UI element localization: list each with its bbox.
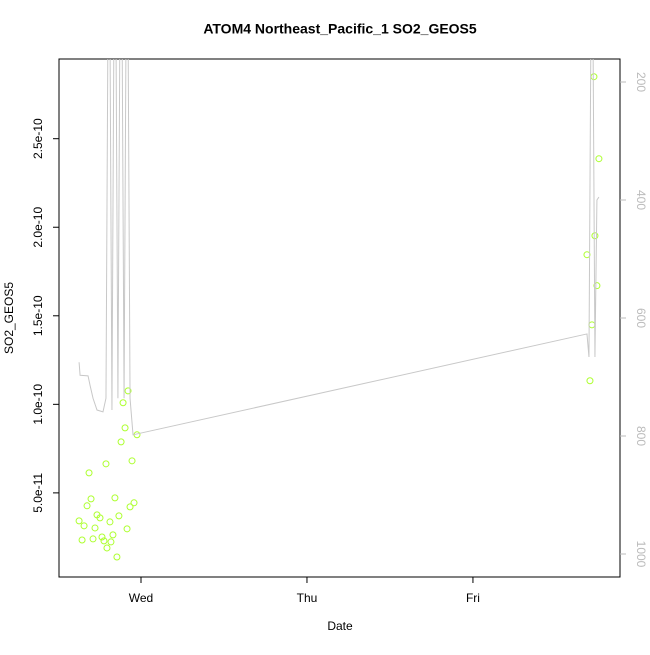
y-tick-label: 2.5e-10 bbox=[31, 118, 45, 159]
point bbox=[117, 438, 125, 446]
y2-tick-label: 200 bbox=[634, 72, 648, 92]
point bbox=[590, 73, 598, 81]
y2-tick-label: 1000 bbox=[634, 541, 648, 568]
point bbox=[588, 321, 596, 329]
point bbox=[128, 457, 136, 465]
point bbox=[85, 469, 93, 477]
point bbox=[91, 524, 99, 532]
point bbox=[100, 537, 108, 545]
point bbox=[102, 460, 110, 468]
y2-tick-label: 800 bbox=[634, 426, 648, 446]
y2-tick-label: 600 bbox=[634, 308, 648, 328]
point bbox=[80, 522, 88, 530]
point bbox=[121, 424, 129, 432]
plot-area bbox=[75, 59, 603, 561]
y-axis-label: SO2_GEOS5 bbox=[2, 282, 16, 354]
point bbox=[130, 499, 138, 507]
point bbox=[591, 232, 599, 240]
point bbox=[75, 517, 83, 525]
point bbox=[115, 512, 123, 520]
line bbox=[78, 59, 600, 436]
point bbox=[126, 503, 134, 511]
point bbox=[78, 536, 86, 544]
x-tick-label: Thu bbox=[297, 591, 318, 605]
point bbox=[123, 525, 131, 533]
point bbox=[87, 495, 95, 503]
point bbox=[107, 538, 115, 546]
point bbox=[586, 377, 594, 385]
point bbox=[106, 518, 114, 526]
point bbox=[595, 155, 603, 163]
point bbox=[96, 514, 104, 522]
chart-title: ATOM4 Northeast_Pacific_1 SO2_GEOS5 bbox=[203, 21, 477, 37]
point bbox=[119, 399, 127, 407]
x-axis-label: Date bbox=[327, 619, 353, 633]
point bbox=[124, 387, 132, 395]
point bbox=[89, 535, 97, 543]
y-tick-label: 5.0e-11 bbox=[31, 473, 45, 513]
y-tick-label: 1.0e-10 bbox=[31, 384, 45, 425]
y-tick-label: 2.0e-10 bbox=[31, 207, 45, 248]
point bbox=[593, 282, 601, 290]
point bbox=[111, 494, 119, 502]
y-tick-label: 1.5e-10 bbox=[31, 295, 45, 336]
y2-tick-label: 400 bbox=[634, 190, 648, 210]
point bbox=[83, 502, 91, 510]
point bbox=[113, 553, 121, 561]
x-tick-label: Wed bbox=[129, 591, 153, 605]
point bbox=[109, 531, 117, 539]
plot-frame bbox=[58, 58, 621, 578]
x-tick-label: Fri bbox=[466, 591, 480, 605]
point bbox=[103, 544, 111, 552]
point bbox=[98, 533, 106, 541]
